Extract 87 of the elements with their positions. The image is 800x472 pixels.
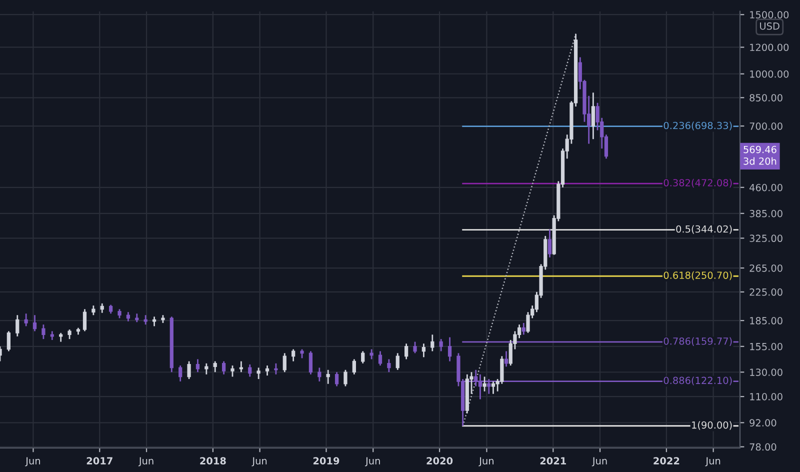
text: 569.46 3d 20h — [744, 146, 776, 165]
candlestick — [378, 350, 382, 366]
candlestick — [196, 358, 200, 373]
candlestick — [344, 369, 348, 387]
candlestick — [326, 369, 330, 385]
candlestick — [352, 358, 356, 376]
x-tick-label: 2021 — [540, 457, 566, 464]
y-tick-label: 265.00 — [750, 264, 782, 272]
x-tick-label: Jun — [365, 457, 380, 466]
x-tick-label: 2018 — [200, 457, 226, 464]
candlestick — [152, 316, 156, 327]
x-tick-label: Jun — [252, 457, 267, 466]
x-tick-label: 2022 — [654, 457, 680, 464]
ref-line-label: 1(90.00) — [692, 421, 732, 430]
candlestick — [230, 364, 234, 378]
candlestick — [422, 342, 426, 358]
y-tick-label: 110.00 — [750, 393, 782, 400]
candlestick — [504, 350, 508, 368]
candlestick — [16, 314, 20, 338]
y-tick-label: 325.00 — [750, 234, 782, 242]
candlestick — [68, 328, 72, 340]
candlestick — [213, 360, 217, 373]
candlestick — [482, 376, 486, 392]
x-tick-label: 2017 — [86, 457, 112, 464]
ref-line-label: 0.382(472.08) — [664, 178, 732, 188]
candlestick — [24, 312, 28, 327]
candlestick — [387, 358, 391, 373]
x-tick-label: Jun — [592, 457, 607, 466]
candlestick — [318, 367, 322, 382]
candlestick — [126, 311, 130, 322]
y-tick-label: 92.00 — [750, 419, 776, 426]
candlestick — [548, 228, 552, 258]
y-tick-label: 225.00 — [750, 288, 782, 296]
candlestick — [491, 380, 496, 395]
x-tick-label: Jun — [705, 457, 720, 466]
candlestick — [361, 350, 365, 364]
ref-line-label: 0.786(159.77) — [664, 337, 732, 346]
candlestick — [118, 308, 122, 319]
candlestick — [274, 362, 278, 376]
x-tick-label: Jun — [25, 457, 40, 466]
y-tick-label: 185.00 — [750, 317, 782, 324]
y-tick-label: 1500.00 — [750, 11, 789, 18]
ref-line-label: 0.618(250.70) — [664, 271, 732, 280]
y-tick-label: 385.00 — [750, 210, 782, 218]
text: USD — [760, 22, 780, 30]
y-tick-label: 1200.00 — [750, 44, 789, 52]
candlestick — [404, 342, 408, 360]
candlestick — [187, 360, 191, 380]
y-tick-label: 78.00 — [750, 443, 776, 451]
candlestick — [265, 364, 270, 376]
candlestick — [256, 367, 260, 380]
candlestick — [100, 302, 104, 314]
y-tick-label: 700.00 — [750, 122, 782, 130]
y-tick-label: 1000.00 — [750, 70, 789, 78]
candlestick — [248, 364, 252, 378]
candlestick — [396, 352, 400, 371]
candlestick — [144, 314, 148, 326]
candlestick — [448, 336, 452, 362]
y-tick-label: 130.00 — [750, 368, 782, 376]
candlestick — [292, 348, 296, 362]
candlestick — [439, 338, 443, 352]
ref-line-label: 0.236(698.33) — [664, 122, 732, 130]
ref-line-label: 0.886(122.10) — [664, 376, 732, 386]
candlestick — [591, 92, 595, 140]
y-tick-label: 850.00 — [750, 94, 782, 102]
x-tick-label: Jun — [478, 457, 494, 466]
candlestick — [6, 330, 11, 352]
candlestick — [32, 314, 37, 332]
candlestick — [82, 308, 87, 332]
candlestick — [178, 364, 182, 382]
x-tick-label: 2020 — [426, 457, 453, 464]
candlestick — [370, 348, 374, 360]
candlestick — [308, 350, 313, 376]
y-tick-label: 460.00 — [750, 184, 782, 192]
candlestick — [413, 341, 417, 354]
x-tick-label: Jun — [138, 457, 154, 466]
candlestick — [222, 360, 226, 376]
y-tick-label: 155.00 — [750, 342, 782, 350]
candlestick — [42, 324, 46, 340]
ref-line-label: 0.5(344.02) — [676, 225, 732, 234]
candlestick — [334, 371, 339, 387]
candlestick — [92, 304, 96, 316]
candlestick — [282, 352, 286, 373]
candlestick — [430, 334, 434, 352]
candlestick — [204, 362, 208, 376]
x-tick-label: 2019 — [313, 457, 340, 464]
candlestick — [522, 322, 526, 336]
